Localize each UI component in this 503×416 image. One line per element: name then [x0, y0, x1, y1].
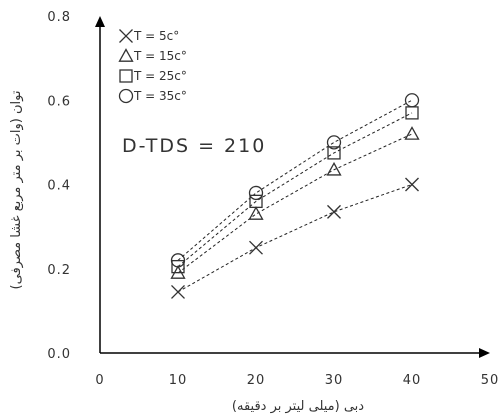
x-tick-label: 20 — [247, 373, 266, 388]
data-point-triangle — [404, 126, 420, 140]
x-tick-label: 10 — [169, 373, 188, 388]
tick-labels: 0 10 20 30 40 50 0.0 0.2 0.4 0.6 0.8 — [47, 10, 500, 388]
x-tick-label: 0 — [95, 373, 104, 388]
y-tick-label: 0.2 — [47, 263, 71, 278]
legend-label: T = 35c° — [133, 89, 187, 103]
x-tick-label: 50 — [481, 373, 500, 388]
y-tick-label: 0.6 — [47, 94, 71, 109]
axes — [95, 16, 490, 358]
data-point-circle — [404, 93, 420, 108]
y-axis-arrow — [95, 16, 105, 27]
legend-marker-circle — [118, 88, 134, 104]
y-tick-label: 0.0 — [47, 347, 71, 362]
data-point-square — [327, 146, 341, 160]
data-point-triangle — [326, 161, 342, 176]
x-tick-label: 40 — [403, 373, 422, 388]
trend-line — [177, 112, 413, 268]
x-axis-label: دبی (میلی لیتر بر دقیقه) — [232, 399, 364, 414]
data-point-x — [405, 177, 419, 192]
trend-line — [177, 184, 413, 293]
data-point-square — [171, 259, 185, 274]
legend-marker-x — [119, 29, 133, 43]
data-points — [170, 93, 420, 299]
data-point-square — [249, 194, 263, 209]
data-point-circle — [326, 135, 342, 150]
legend-label: T = 25c° — [133, 69, 187, 83]
y-tick-label: 0.8 — [47, 10, 71, 25]
annotation-text: D-TDS = 210 — [122, 135, 266, 157]
y-tick-label: 0.4 — [47, 179, 71, 194]
data-point-triangle — [248, 206, 264, 220]
data-point-x — [171, 284, 185, 299]
data-point-x — [327, 204, 341, 219]
y-axis-label: توان (وات بر متر مربع غشا مصرفی) — [9, 90, 24, 289]
trend-line — [177, 99, 413, 261]
legend-label: T = 15c° — [133, 49, 187, 63]
legend: T = 5c° T = 15c° T = 25c° T = 35c° — [118, 29, 187, 104]
data-point-x — [249, 240, 263, 255]
x-axis-arrow — [479, 348, 490, 358]
legend-marker-triangle — [118, 48, 134, 62]
trend-lines — [177, 99, 413, 293]
legend-label: T = 5c° — [133, 29, 179, 43]
legend-marker-square — [119, 69, 133, 83]
data-point-circle — [170, 253, 186, 268]
x-tick-label: 30 — [325, 373, 344, 388]
data-point-circle — [248, 185, 264, 201]
